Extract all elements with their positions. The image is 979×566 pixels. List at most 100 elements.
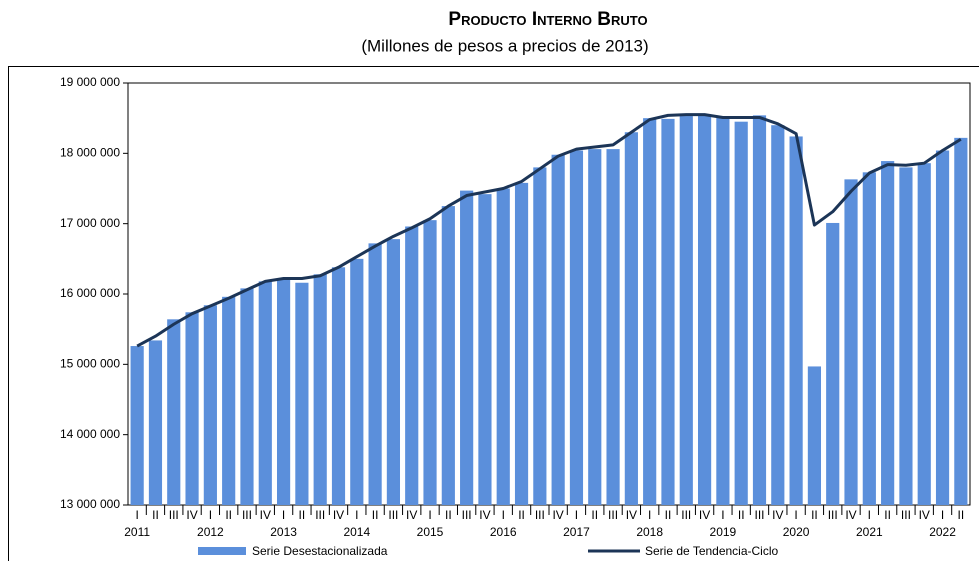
x-tick-label: III <box>535 508 545 522</box>
x-tick-label: IV <box>626 508 637 522</box>
x-tick-label: I <box>941 508 944 522</box>
bar <box>149 340 162 505</box>
y-tick-label: 16 000 000 <box>60 286 120 300</box>
x-tick-label: IV <box>919 508 930 522</box>
year-label: 2017 <box>563 525 590 539</box>
y-tick-label: 18 000 000 <box>60 146 120 160</box>
bar <box>478 194 491 505</box>
x-tick-label: II <box>518 508 525 522</box>
x-tick-label: I <box>282 508 285 522</box>
year-label: 2022 <box>929 525 956 539</box>
bar <box>405 226 418 505</box>
bar <box>552 155 565 505</box>
bar <box>423 220 436 505</box>
year-label: 2016 <box>490 525 517 539</box>
bar <box>918 163 931 505</box>
y-tick-label: 17 000 000 <box>60 216 120 230</box>
bar <box>222 297 235 505</box>
x-tick-label: I <box>648 508 651 522</box>
x-tick-label: IV <box>845 508 856 522</box>
bar <box>863 172 876 505</box>
x-tick-label: IV <box>333 508 344 522</box>
x-tick-label: IV <box>699 508 710 522</box>
year-label: 2014 <box>343 525 370 539</box>
x-tick-label: IV <box>479 508 490 522</box>
bar <box>716 117 729 505</box>
bar <box>131 346 144 505</box>
year-label: 2012 <box>197 525 224 539</box>
x-tick-label: II <box>811 508 818 522</box>
bar <box>185 312 198 505</box>
x-tick-label: I <box>209 508 212 522</box>
x-tick-label: IV <box>260 508 271 522</box>
bar <box>643 118 656 505</box>
x-tick-label: IV <box>406 508 417 522</box>
bar <box>497 189 510 506</box>
bar <box>954 138 967 505</box>
bar <box>844 179 857 505</box>
x-tick-label: I <box>575 508 578 522</box>
x-tick-label: I <box>135 508 138 522</box>
x-tick-label: II <box>225 508 232 522</box>
x-tick-label: I <box>794 508 797 522</box>
x-tick-label: I <box>428 508 431 522</box>
x-tick-label: II <box>665 508 672 522</box>
bar <box>533 167 546 505</box>
year-label: 2019 <box>710 525 737 539</box>
bar <box>515 183 528 505</box>
bar <box>204 305 217 505</box>
x-tick-label: I <box>355 508 358 522</box>
chart-title: Producto Interno Bruto <box>448 9 647 30</box>
y-tick-label: 15 000 000 <box>60 357 120 371</box>
x-tick-label: III <box>828 508 838 522</box>
x-tick-label: III <box>681 508 691 522</box>
bar <box>240 288 253 505</box>
bar <box>442 206 455 505</box>
x-tick-label: II <box>299 508 306 522</box>
chart-subtitle: (Millones de pesos a precios de 2013) <box>361 36 648 55</box>
frame-cover <box>8 55 979 66</box>
x-tick-label: I <box>868 508 871 522</box>
x-tick-label: III <box>901 508 911 522</box>
bar <box>314 274 327 505</box>
plot-area <box>128 83 970 505</box>
bar <box>460 191 473 505</box>
bar <box>350 259 363 505</box>
bar <box>680 116 693 505</box>
bar <box>588 149 601 505</box>
x-tick-label: IV <box>186 508 197 522</box>
x-tick-label: II <box>738 508 745 522</box>
legend-label: Serie de Tendencia-Ciclo <box>645 544 779 558</box>
year-label: 2020 <box>783 525 810 539</box>
x-tick-label: II <box>445 508 452 522</box>
bar <box>332 267 345 505</box>
year-label: 2015 <box>417 525 444 539</box>
x-tick-label: II <box>372 508 379 522</box>
bar <box>167 319 180 505</box>
x-tick-label: IV <box>552 508 563 522</box>
x-tick-label: II <box>884 508 891 522</box>
year-label: 2011 <box>124 525 150 539</box>
bar <box>277 279 290 505</box>
x-tick-label: III <box>608 508 618 522</box>
bar <box>661 119 674 505</box>
x-tick-label: III <box>462 508 472 522</box>
x-tick-label: III <box>169 508 179 522</box>
bar <box>606 149 619 505</box>
bar <box>936 151 949 505</box>
x-tick-label: II <box>591 508 598 522</box>
y-tick-label: 14 000 000 <box>60 427 120 441</box>
x-tick-label: II <box>958 508 965 522</box>
bar <box>753 115 766 505</box>
legend-swatch <box>198 547 246 555</box>
x-tick-label: I <box>502 508 505 522</box>
x-tick-label: I <box>721 508 724 522</box>
x-tick-label: III <box>242 508 252 522</box>
year-label: 2013 <box>270 525 297 539</box>
x-tick-label: III <box>315 508 325 522</box>
bar <box>570 151 583 505</box>
bar <box>369 243 382 505</box>
bar <box>735 122 748 505</box>
